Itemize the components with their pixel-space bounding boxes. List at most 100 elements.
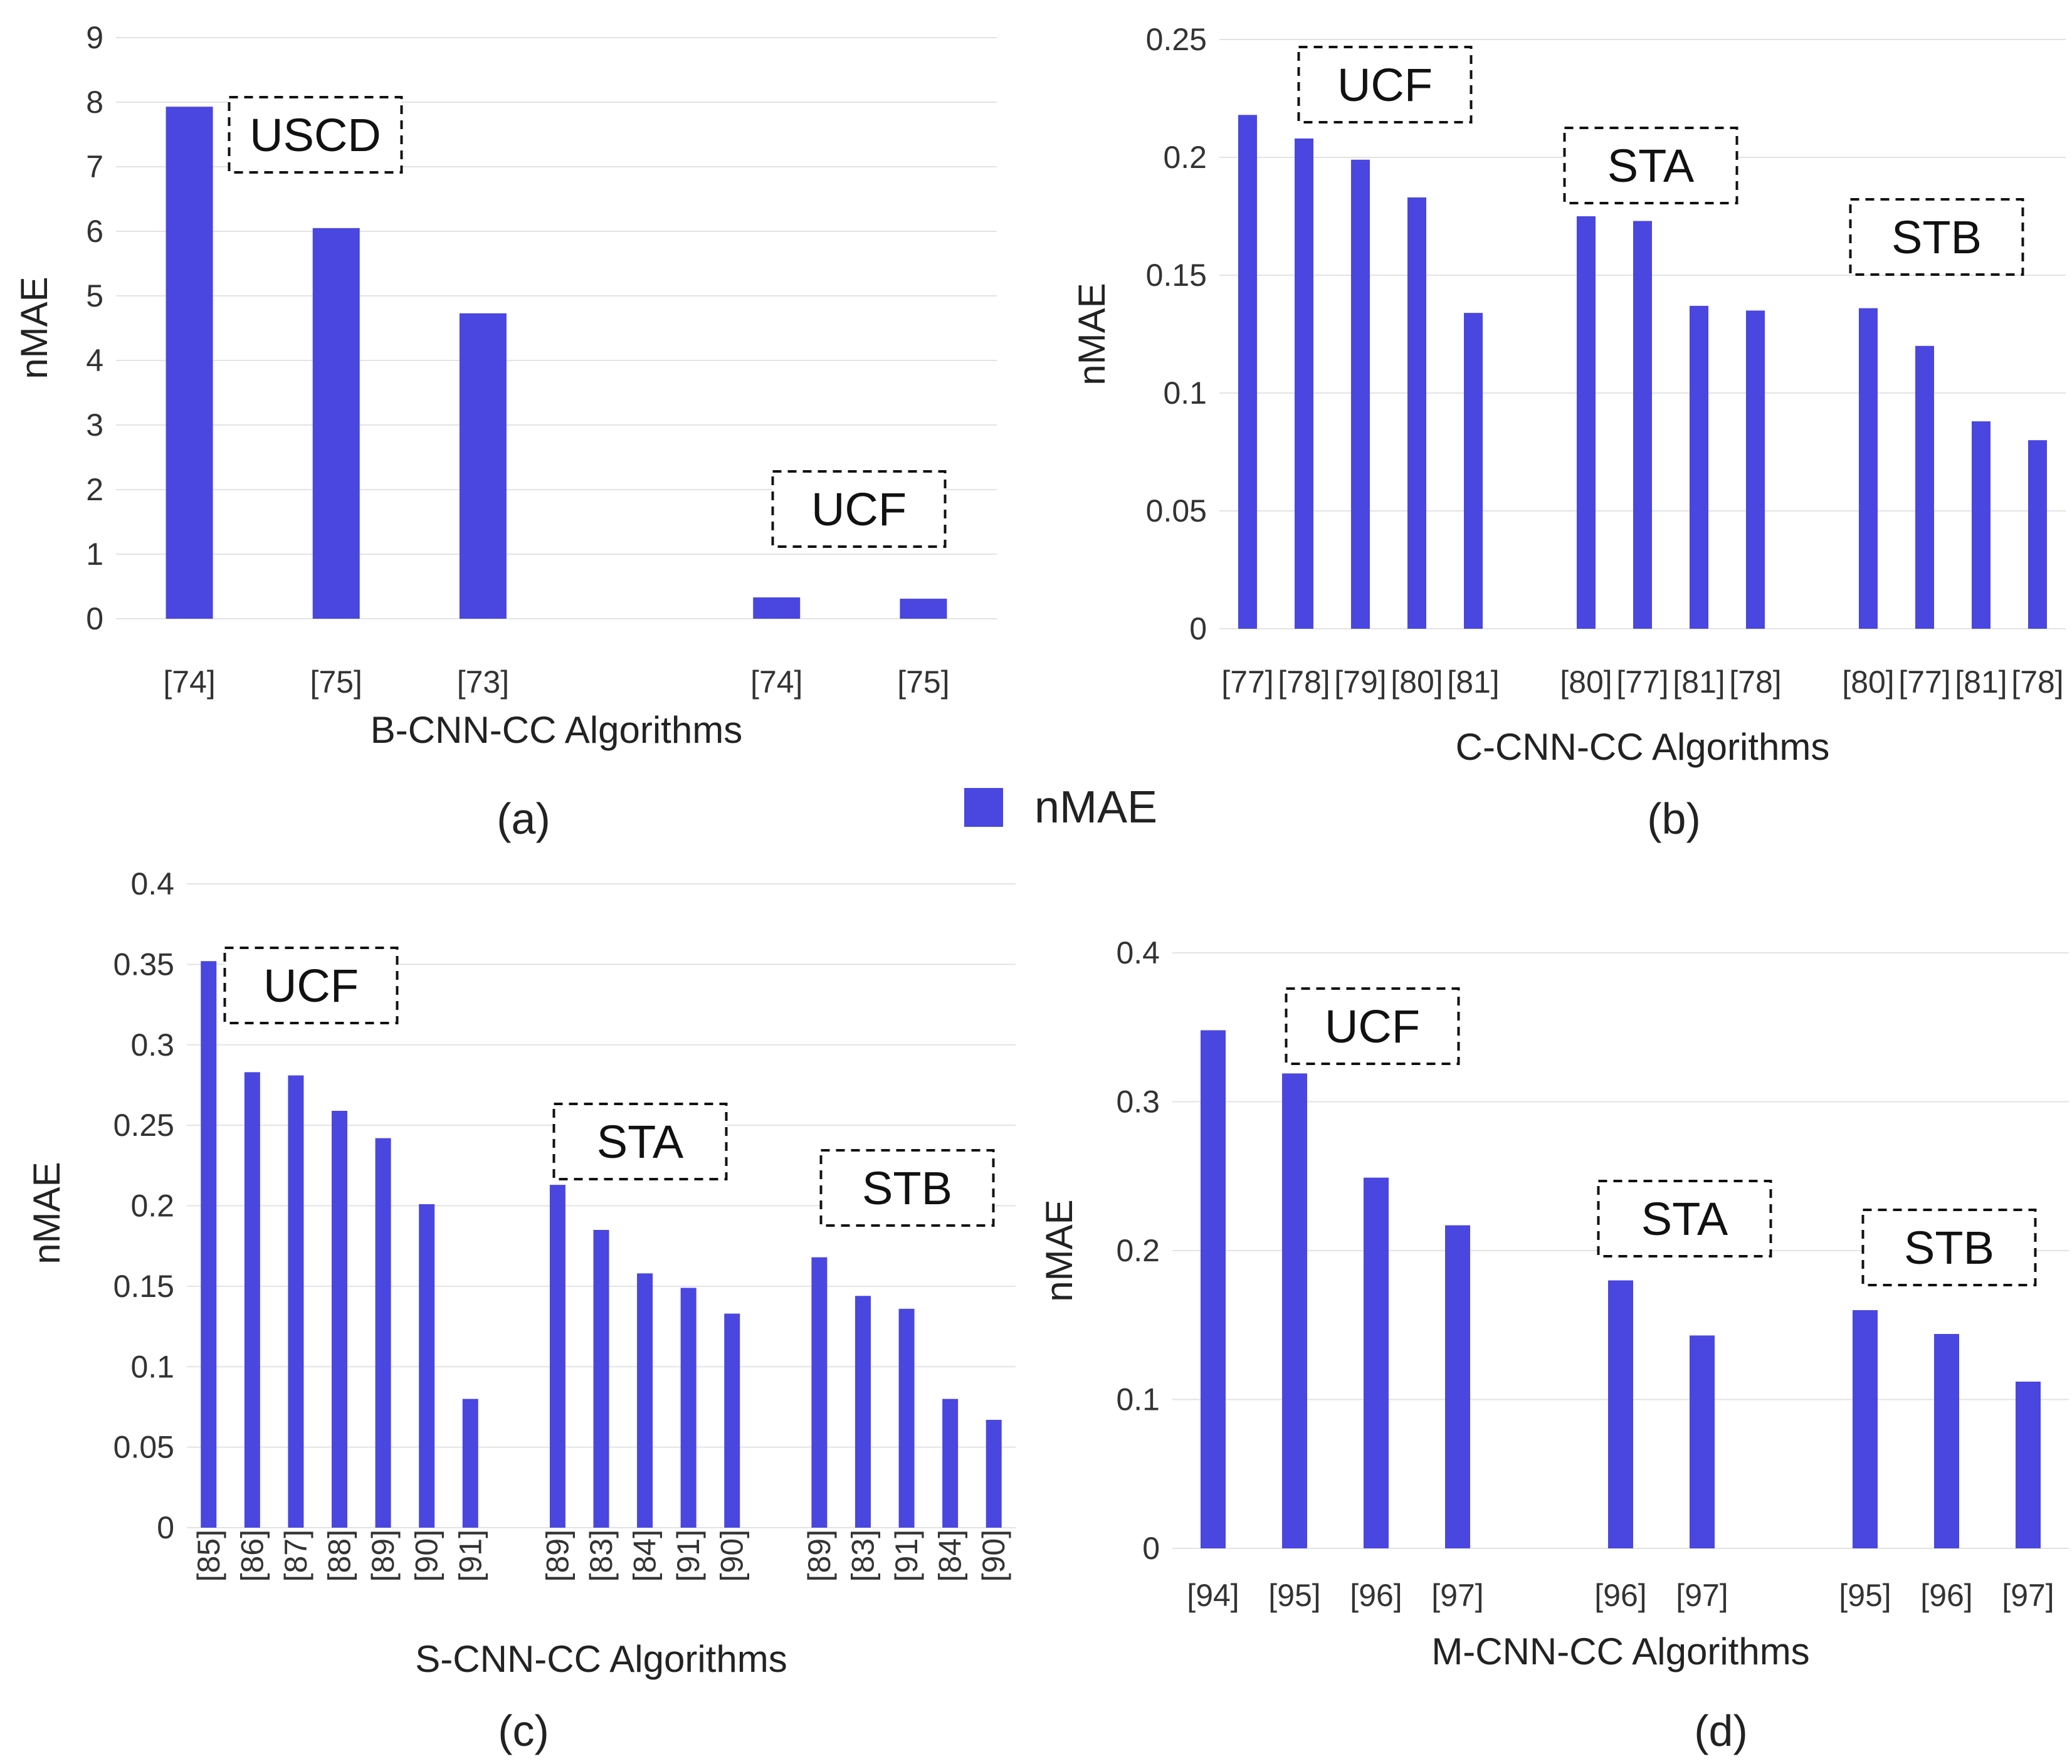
- y-axis-title: nMAE: [1071, 283, 1113, 385]
- y-axis-title: nMAE: [1038, 1199, 1080, 1301]
- x-axis-title: B-CNN-CC Algorithms: [371, 709, 742, 751]
- bar: [244, 1072, 260, 1528]
- x-tick-label: [77]: [1221, 664, 1273, 700]
- y-axis-title: nMAE: [13, 276, 55, 379]
- x-tick-label: [85]: [191, 1530, 226, 1582]
- y-tick-label: 4: [86, 343, 103, 378]
- x-tick-label: [90]: [409, 1530, 444, 1582]
- x-tick-label: [77]: [1616, 664, 1668, 700]
- bar: [811, 1257, 828, 1528]
- y-tick-label: 0: [86, 601, 103, 636]
- group-callout-label: STB: [1891, 211, 1982, 263]
- bar: [549, 1185, 565, 1528]
- bar: [1633, 221, 1652, 629]
- legend-swatch: [964, 788, 1003, 827]
- bar: [986, 1419, 1002, 1528]
- y-tick-label: 7: [86, 149, 103, 184]
- y-tick-label: 0: [157, 1510, 174, 1545]
- group-callout-box: [1597, 1180, 1772, 1257]
- bar: [2028, 440, 2047, 629]
- bar: [1282, 1073, 1307, 1548]
- bar: [166, 107, 213, 619]
- y-tick-label: 0: [1189, 611, 1207, 646]
- legend: nMAE: [964, 782, 1157, 832]
- y-tick-label: 0.1: [1116, 1382, 1160, 1417]
- x-tick-label: [91]: [671, 1530, 706, 1582]
- x-tick-label: [87]: [278, 1530, 313, 1582]
- y-tick-label: 0.25: [113, 1108, 174, 1143]
- x-tick-label: [81]: [1673, 664, 1725, 700]
- bar: [680, 1288, 697, 1528]
- group-callout-box: [223, 947, 399, 1024]
- group-callout-label: USCD: [250, 109, 381, 161]
- group-callout-label: STB: [1904, 1222, 1994, 1274]
- x-tick-label: [91]: [889, 1530, 924, 1582]
- legend-label: nMAE: [1034, 782, 1157, 832]
- y-tick-label: 0.2: [1163, 140, 1207, 175]
- panel-caption: (b): [1647, 794, 1701, 843]
- y-tick-label: 0.3: [130, 1027, 174, 1063]
- bar: [459, 313, 507, 619]
- bar: [419, 1204, 435, 1528]
- bar: [201, 961, 217, 1528]
- x-axis-title: S-CNN-CC Algorithms: [415, 1638, 787, 1680]
- y-tick-label: 0.2: [130, 1189, 174, 1224]
- y-tick-label: 0.2: [1116, 1233, 1160, 1268]
- bar: [753, 597, 801, 619]
- x-tick-label: [90]: [715, 1530, 750, 1582]
- group-callout-label: UCF: [1337, 59, 1433, 111]
- y-tick-label: 9: [86, 20, 103, 55]
- x-tick-label: [83]: [584, 1530, 619, 1582]
- x-tick-label: [75]: [310, 664, 362, 700]
- group-callout-label: STA: [1641, 1193, 1728, 1245]
- group-callout-label: STA: [597, 1116, 684, 1168]
- bar: [593, 1230, 609, 1528]
- x-tick-label: [80]: [1560, 664, 1612, 700]
- bar: [1351, 159, 1370, 629]
- group-callout-box: [1297, 46, 1473, 123]
- x-tick-label: [89]: [365, 1530, 401, 1582]
- x-tick-label: [97]: [1676, 1578, 1728, 1613]
- y-tick-label: 0.4: [1116, 935, 1160, 970]
- x-tick-label: [79]: [1334, 664, 1386, 700]
- x-tick-label: [77]: [1898, 664, 1950, 700]
- bar: [637, 1273, 653, 1528]
- x-tick-label: [80]: [1391, 664, 1443, 700]
- bar: [900, 599, 947, 619]
- y-tick-label: 0.35: [113, 947, 174, 982]
- x-tick-label: [97]: [2002, 1578, 2054, 1613]
- y-tick-label: 3: [86, 407, 103, 443]
- bar: [1238, 115, 1257, 629]
- bar: [1934, 1334, 1959, 1548]
- y-tick-label: 0.15: [1146, 258, 1207, 293]
- x-tick-label: [81]: [1955, 664, 2007, 700]
- y-tick-label: 0.1: [130, 1349, 174, 1384]
- x-tick-label: [83]: [845, 1530, 880, 1582]
- y-tick-label: 0.05: [113, 1430, 174, 1465]
- y-tick-label: 6: [86, 214, 103, 249]
- bar: [1859, 308, 1878, 629]
- bar: [312, 228, 360, 619]
- x-tick-label: [74]: [163, 664, 215, 700]
- y-axis-title: nMAE: [26, 1162, 68, 1264]
- bar: [332, 1111, 348, 1528]
- group-callout-box: [1861, 1209, 2037, 1286]
- panel-caption: (a): [497, 794, 550, 843]
- x-tick-label: [80]: [1842, 664, 1894, 700]
- x-tick-label: [81]: [1447, 664, 1499, 700]
- y-tick-label: 0.4: [130, 866, 174, 901]
- y-tick-label: 5: [86, 278, 103, 313]
- panel-b: 00.050.10.150.20.25[77] [78] [79] [80] [81][…: [1071, 22, 2066, 843]
- x-tick-label: [89]: [802, 1530, 837, 1582]
- bar: [1364, 1177, 1389, 1548]
- group-callout-label: STA: [1607, 140, 1695, 192]
- bar: [1746, 310, 1765, 629]
- group-callout-box: [771, 470, 947, 548]
- x-tick-label: [95]: [1839, 1578, 1891, 1613]
- bar: [1407, 197, 1426, 629]
- bar: [2016, 1382, 2041, 1548]
- bar: [1608, 1280, 1633, 1548]
- group-callout-box: [228, 96, 403, 174]
- bar: [855, 1296, 871, 1528]
- x-tick-label: [73]: [457, 664, 509, 700]
